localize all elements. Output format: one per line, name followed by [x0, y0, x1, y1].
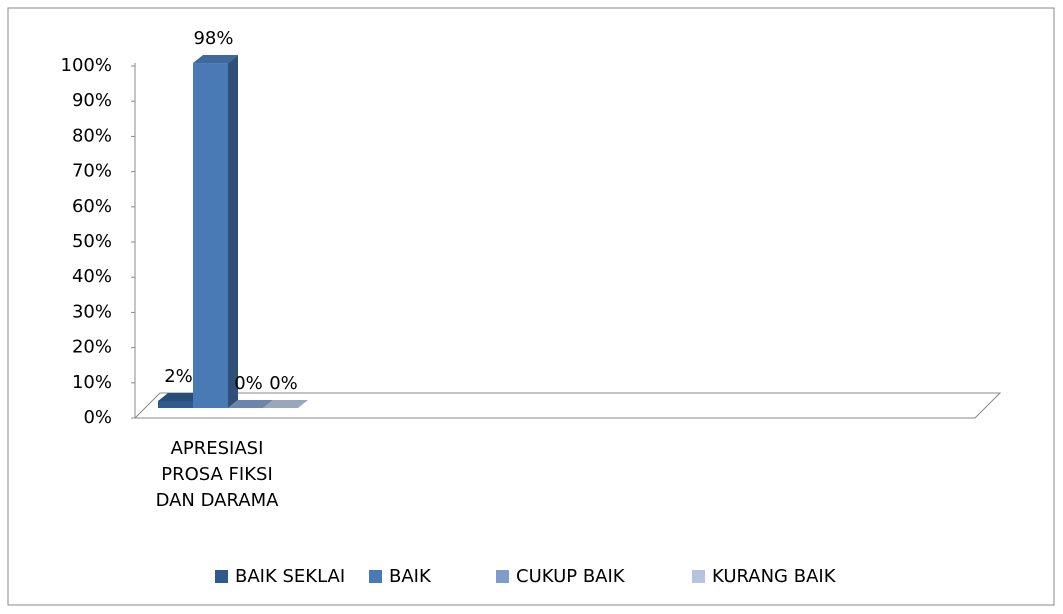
legend-label: CUKUP BAIK	[516, 566, 626, 587]
y-tick-label: 80%	[72, 125, 112, 146]
y-tick-label: 100%	[61, 55, 112, 76]
data-label: 2%	[164, 366, 193, 387]
data-label: 0%	[269, 373, 298, 394]
legend-swatch	[369, 570, 382, 583]
legend-swatch	[496, 570, 509, 583]
bar	[193, 63, 228, 408]
chart-frame	[7, 7, 1055, 606]
data-label: 98%	[193, 28, 233, 49]
y-tick-label: 50%	[72, 231, 112, 252]
bar-top	[158, 392, 203, 401]
bar-top	[228, 400, 273, 408]
y-tick-label: 90%	[72, 90, 112, 111]
y-tick-label: 40%	[72, 266, 112, 287]
floor	[133, 392, 1002, 419]
bar-side	[228, 55, 238, 408]
legend-label: BAIK SEKLAI	[235, 566, 345, 587]
y-tick-label: 0%	[83, 407, 112, 428]
bar-top	[263, 400, 308, 408]
bar-top	[193, 55, 238, 64]
x-tick-label: APRESIASI PROSA FIKSI DAN DARAMA	[155, 438, 279, 511]
bar	[158, 400, 193, 408]
legend-swatch	[215, 570, 228, 583]
y-tick-label: 60%	[72, 196, 112, 217]
legend-label: BAIK	[389, 566, 432, 587]
y-tick-label: 10%	[72, 372, 112, 393]
y-tick-label: 20%	[72, 337, 112, 358]
legend-label: KURANG BAIK	[712, 566, 837, 587]
y-tick-label: 30%	[72, 301, 112, 322]
data-label: 0%	[234, 373, 263, 394]
y-tick-label: 70%	[72, 161, 112, 182]
legend-swatch	[692, 570, 705, 583]
